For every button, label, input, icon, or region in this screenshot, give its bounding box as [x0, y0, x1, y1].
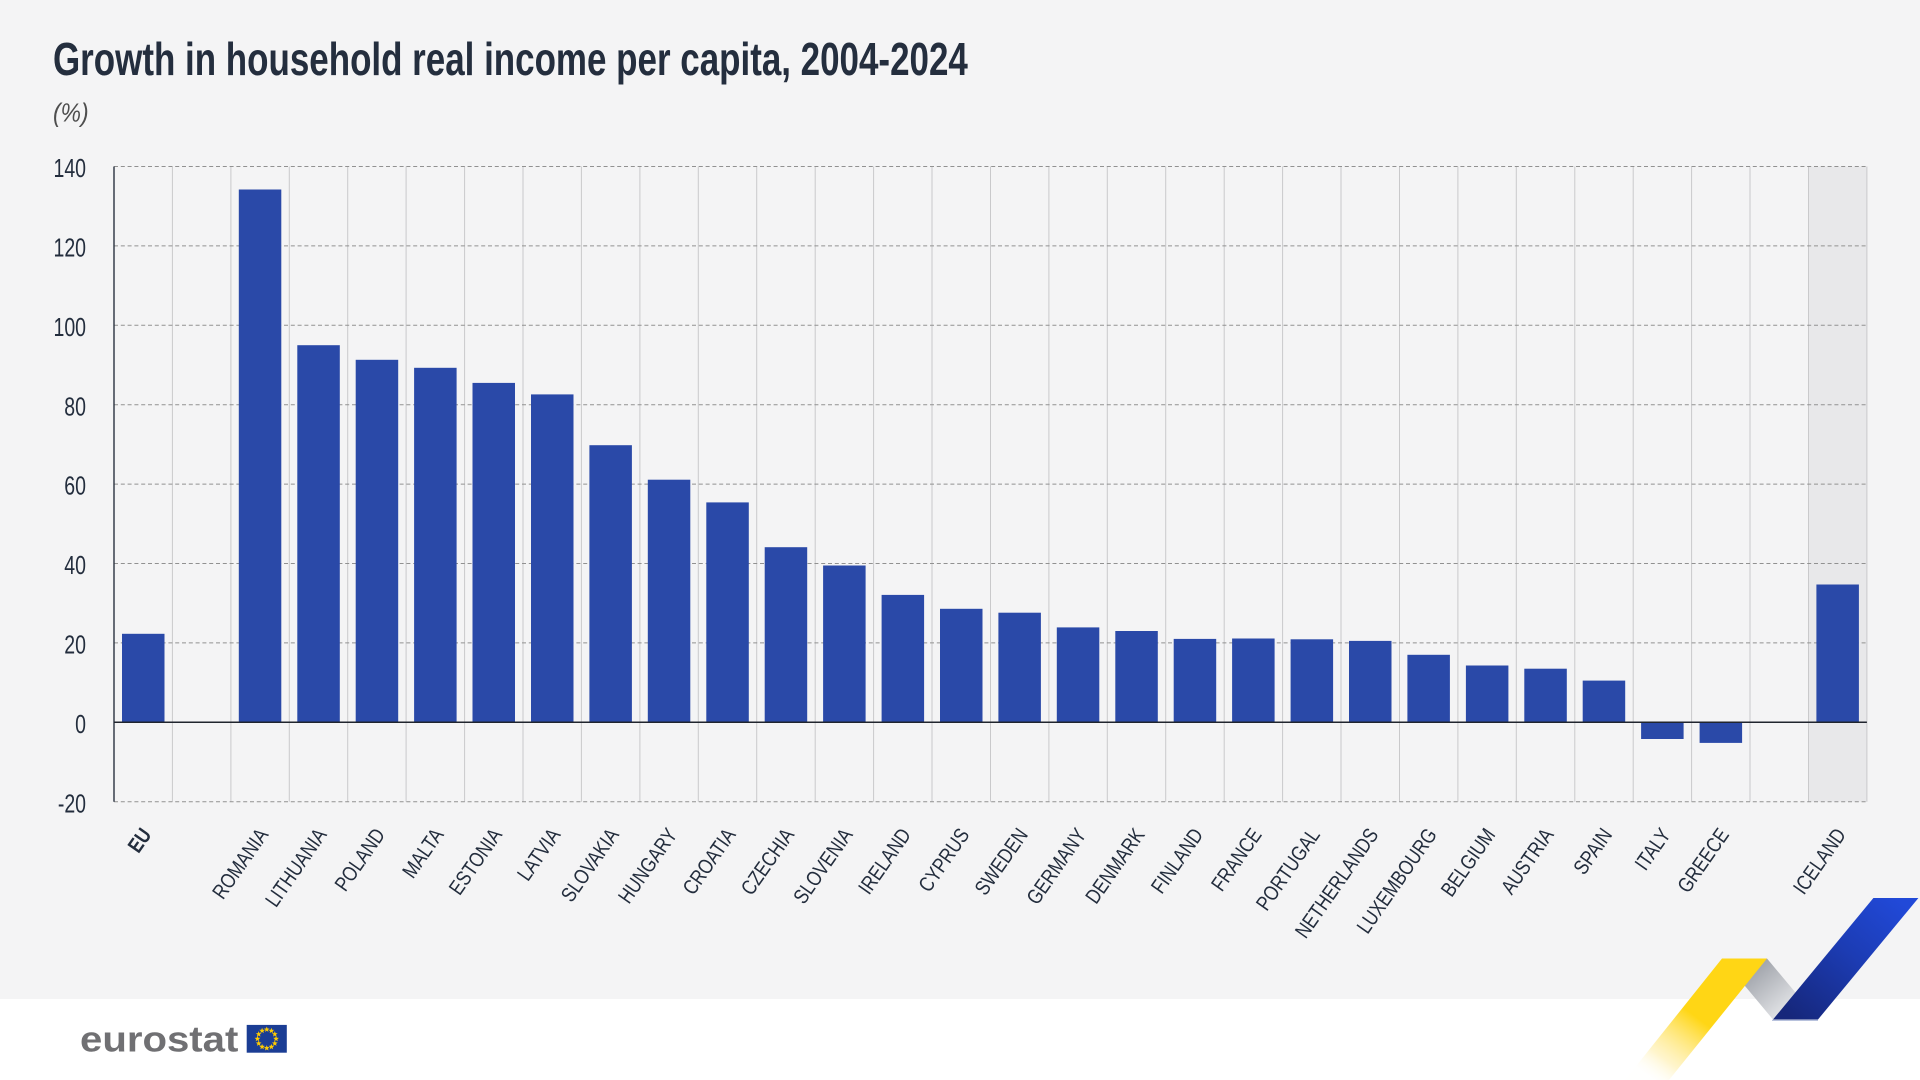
svg-text:-20: -20 — [58, 789, 86, 818]
svg-text:100: 100 — [53, 312, 86, 341]
svg-text:20: 20 — [64, 630, 86, 659]
svg-text:eurostat: eurostat — [80, 1019, 239, 1060]
svg-text:140: 140 — [53, 153, 86, 182]
svg-text:0: 0 — [75, 709, 86, 738]
svg-text:(%): (%) — [53, 99, 89, 128]
svg-text:80: 80 — [64, 392, 86, 421]
svg-text:60: 60 — [64, 471, 86, 500]
svg-text:120: 120 — [53, 233, 86, 262]
svg-text:40: 40 — [64, 550, 86, 579]
svg-text:Growth in household real incom: Growth in household real income per capi… — [53, 33, 968, 85]
